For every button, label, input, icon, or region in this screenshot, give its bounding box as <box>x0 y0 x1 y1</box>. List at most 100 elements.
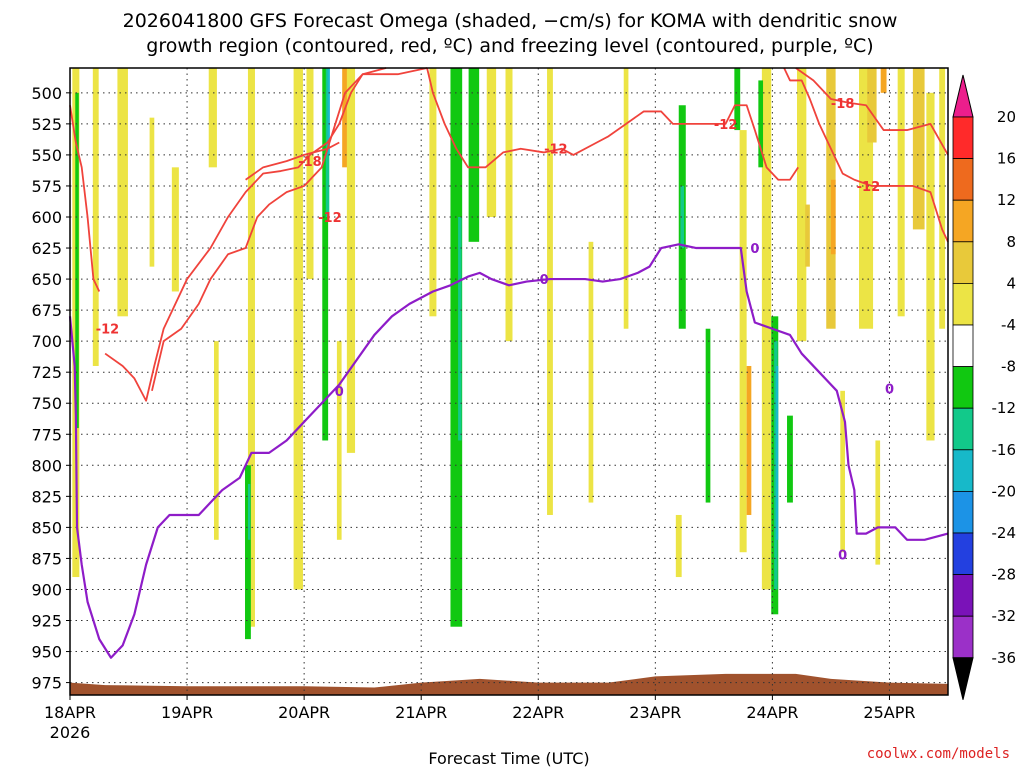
omega-band-25 <box>547 68 553 515</box>
contour-label-0-1: 0 <box>540 273 549 288</box>
x-tick-label-2: 20APR <box>278 703 330 722</box>
y-tick-label-3: 575 <box>31 177 62 196</box>
omega-band-15 <box>327 68 330 155</box>
omega-band-12 <box>306 68 314 280</box>
omega-band-31 <box>705 328 711 503</box>
x-year-label: 2026 <box>50 723 91 742</box>
omega-band-53 <box>939 68 946 329</box>
omega-band-13 <box>322 68 329 441</box>
omega-band-18 <box>346 68 356 453</box>
y-tick-label-9: 725 <box>31 363 62 382</box>
colorbar-label-6: -8 <box>1001 358 1016 376</box>
omega-band-49 <box>875 440 881 565</box>
y-tick-label-6: 650 <box>31 270 62 289</box>
colorbar-bottom-cap <box>952 657 974 700</box>
y-tick-label-7: 675 <box>31 301 62 320</box>
omega-band-26 <box>588 241 594 503</box>
omega-band-44 <box>830 179 836 255</box>
colorbar-label-12: -32 <box>992 607 1017 625</box>
x-tick-label-5: 23APR <box>629 703 681 722</box>
omega-band-24 <box>505 68 513 342</box>
colorbar-swatch-11 <box>952 574 974 617</box>
terrain-fill <box>70 673 948 695</box>
contour--18-segment-1 <box>795 67 949 156</box>
contour-0-segment-0 <box>68 243 949 659</box>
colorbar-swatch-9 <box>952 490 974 534</box>
y-tick-label-8: 700 <box>31 332 62 351</box>
y-tick-label-4: 600 <box>31 208 62 227</box>
x-tick-label-1: 19APR <box>161 703 213 722</box>
omega-band-3 <box>117 68 128 317</box>
contour--12-segment-0 <box>69 105 101 292</box>
omega-band-29 <box>680 185 685 249</box>
y-tick-label-10: 750 <box>31 394 62 413</box>
colorbar-label-8: -16 <box>992 441 1017 459</box>
y-axis: 500 525 550 575 600 625 650 675 700 725 750 775 800 8… <box>31 84 70 693</box>
colorbar-label-3: 8 <box>1006 233 1016 251</box>
x-axis-title: Forecast Time (UTC) <box>428 749 589 768</box>
omega-band-5 <box>171 167 179 292</box>
x-tick-label-0: 18APR <box>44 703 96 722</box>
y-tick-label-14: 850 <box>31 518 62 537</box>
omega-band-23 <box>486 68 497 217</box>
contour-label-0-3: 0 <box>885 382 894 397</box>
y-tick-label-19: 975 <box>31 674 62 693</box>
contour-label--12-1: -12 <box>318 211 342 226</box>
omega-band-30 <box>675 514 682 578</box>
colorbar-swatch-0 <box>952 116 974 159</box>
x-axis: 18APR 19APR 20APR 21APR 22APR 23APR 24APR 25APR… <box>44 695 916 742</box>
credit-text: coolwx.com/models <box>867 746 1010 762</box>
colorbar-swatch-5 <box>952 324 974 367</box>
colorbar-swatch-2 <box>952 199 974 243</box>
omega-band-51 <box>912 68 925 230</box>
omega-band-40 <box>787 415 793 503</box>
colorbar-label-5: -4 <box>1001 316 1016 334</box>
colorbar-swatch-6 <box>952 366 974 409</box>
y-tick-label-0: 500 <box>31 84 62 103</box>
y-tick-label-16: 900 <box>31 580 62 599</box>
omega-band-33 <box>739 130 747 553</box>
contour-label--18-0: -18 <box>298 155 322 170</box>
contour--12-segment-3 <box>426 67 799 181</box>
omega-band-32 <box>734 68 741 131</box>
y-tick-label-15: 875 <box>31 549 62 568</box>
y-tick-label-17: 925 <box>31 612 62 631</box>
plot-frame <box>69 67 949 696</box>
colorbar-swatch-10 <box>952 532 974 575</box>
contour-layer: -12 -12 -12 -12 -12 -18 -18 0 0 0 0 0 <box>68 67 949 659</box>
colorbar-label-11: -28 <box>992 566 1017 584</box>
contour--12-segment-2 <box>151 67 428 392</box>
omega-band-52 <box>926 92 935 441</box>
contour-label--12-3: -12 <box>714 118 738 133</box>
contour--12-segment-4 <box>783 67 949 243</box>
colorbar-swatch-1 <box>952 158 974 201</box>
contour-label--18-1: -18 <box>831 97 855 112</box>
y-tick-label-12: 800 <box>31 456 62 475</box>
omega-band-9 <box>245 465 251 640</box>
omega-band-6 <box>208 68 217 168</box>
omega-band-1 <box>75 92 79 429</box>
omega-band-4 <box>149 117 155 267</box>
x-tick-label-4: 22APR <box>512 703 564 722</box>
x-tick-label-7: 25APR <box>863 703 915 722</box>
y-tick-label-18: 950 <box>31 643 62 662</box>
colorbar-label-13: -36 <box>992 649 1017 667</box>
omega-band-35 <box>761 68 772 590</box>
y-tick-label-11: 775 <box>31 425 62 444</box>
omega-band-10 <box>247 483 251 540</box>
omega-band-46 <box>867 68 877 143</box>
omega-band-47 <box>880 68 887 93</box>
colorbar-swatch-7 <box>952 407 974 451</box>
contour-label-0-0: 0 <box>335 385 344 400</box>
y-tick-label-13: 825 <box>31 487 62 506</box>
omega-band-11 <box>293 68 303 590</box>
contour--18-segment-0 <box>245 141 340 181</box>
omega-band-2 <box>92 68 99 366</box>
contour-label-0-2: 0 <box>750 242 759 257</box>
chart-title-line-2: growth region (contoured, red, ºC) and f… <box>146 35 873 57</box>
omega-band-21 <box>458 216 462 441</box>
contour-label--12-0: -12 <box>96 323 120 338</box>
y-tick-label-2: 550 <box>31 146 62 165</box>
colorbar-label-1: 16 <box>997 150 1016 168</box>
